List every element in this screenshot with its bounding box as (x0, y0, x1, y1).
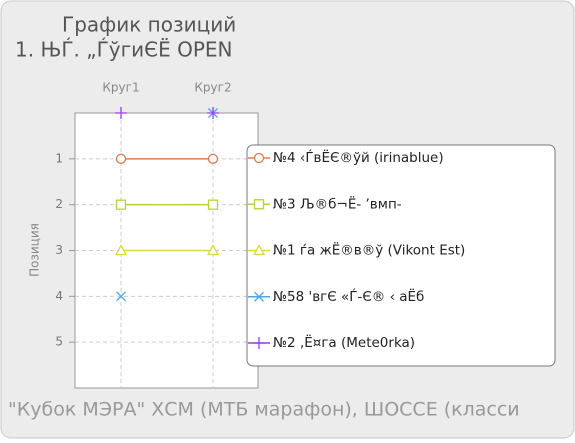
marker-shape (207, 153, 219, 164)
x-tick-label: Круг2 (194, 81, 231, 95)
marker-shape (252, 244, 266, 256)
marker-shape (115, 107, 127, 119)
marker (253, 152, 265, 164)
marker (207, 107, 219, 119)
marker (207, 153, 219, 164)
y-tick-label: 5 (55, 335, 63, 349)
marker (206, 244, 220, 256)
legend-label: №3 Љ®б¬Ё- ’вмп- (273, 194, 402, 212)
marker-shape (115, 199, 127, 210)
marker (115, 153, 127, 164)
marker (116, 291, 126, 302)
marker (253, 337, 265, 349)
x-tick-label: Круг1 (102, 81, 139, 95)
y-tick-label: 3 (55, 243, 63, 257)
footer: "Кубок МЭРА" ХСМ (МТБ марафон), ШОССЕ (к… (8, 399, 520, 421)
chart-title: График позиций (62, 13, 236, 37)
y-axis-label: Позиция (28, 223, 42, 277)
legend-label: №2 ‚Ё¤га (Mete0rka) (273, 333, 415, 351)
marker-shape (253, 337, 265, 349)
marker-shape (115, 153, 127, 164)
legend-label: №1 ѓа жЁ®в®ў (Vikont Est) (273, 241, 465, 259)
marker-shape (253, 199, 265, 210)
y-tick-label: 1 (55, 151, 63, 165)
legend-label: №58 'вгЄ «Ѓ-Є® ‹ аЁб (273, 287, 424, 305)
marker-shape (253, 152, 265, 164)
marker-shape (206, 244, 220, 256)
marker (115, 199, 127, 210)
marker (114, 244, 128, 256)
marker (207, 199, 219, 210)
marker-shape (254, 291, 264, 302)
y-tick-label: 2 (55, 197, 63, 211)
legend (246, 144, 556, 367)
legend-label: №4 ‹ЃвЁЄ®ўй (irinablue) (273, 148, 444, 166)
marker-shape (207, 107, 219, 119)
marker (253, 199, 265, 210)
marker (252, 244, 266, 256)
marker (254, 291, 264, 302)
marker-shape (114, 244, 128, 256)
y-tick-label: 4 (55, 289, 63, 303)
chart-subtitle: 1. ЊЃ. „ЃўгиЄЁ OPEN (15, 38, 233, 62)
marker-shape (207, 199, 219, 210)
marker-shape (116, 291, 126, 302)
marker (115, 107, 127, 119)
